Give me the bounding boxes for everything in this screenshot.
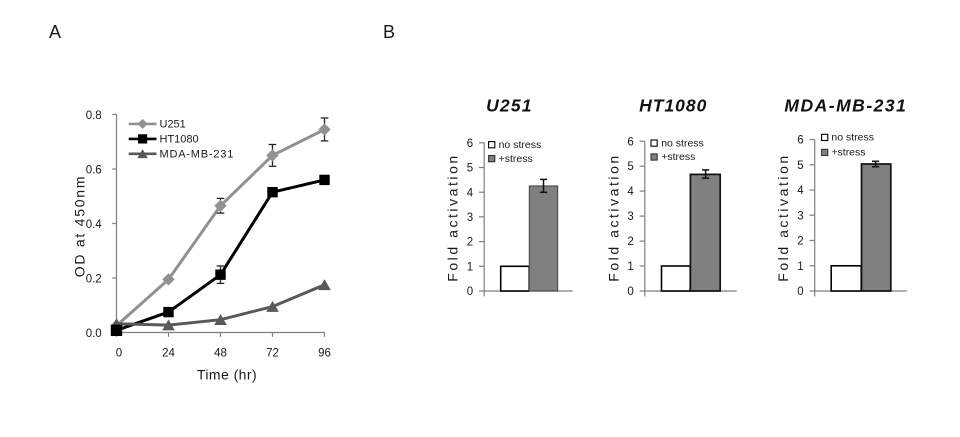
svg-text:2: 2 [467,237,473,249]
svg-text:24: 24 [162,348,175,360]
svg-text:3: 3 [797,210,803,222]
svg-text:4: 4 [467,187,474,199]
svg-text:1: 1 [467,261,473,273]
svg-text:1: 1 [797,261,803,273]
svg-text:no stress: no stress [661,137,704,149]
svg-text:5: 5 [627,161,633,173]
svg-text:0.8: 0.8 [86,110,102,122]
svg-text:96: 96 [318,348,331,360]
svg-text:U251: U251 [160,119,186,131]
svg-text:Fold activation: Fold activation [445,153,461,282]
svg-text:4: 4 [627,186,634,198]
svg-text:2: 2 [627,236,633,248]
svg-text:OD at 450nm: OD at 450nm [72,175,88,278]
svg-text:Fold activation: Fold activation [775,153,791,282]
svg-text:MDA-MB-231: MDA-MB-231 [160,149,235,161]
svg-text:HT1080: HT1080 [160,134,199,146]
svg-text:72: 72 [266,348,279,360]
svg-text:4: 4 [797,185,804,197]
svg-text:6: 6 [627,136,633,148]
svg-text:A: A [49,22,61,42]
svg-text:2: 2 [797,236,803,248]
svg-text:6: 6 [797,135,803,147]
svg-text:Time (hr): Time (hr) [197,367,257,383]
svg-text:Fold activation: Fold activation [605,153,621,282]
svg-text:5: 5 [797,160,803,172]
svg-text:+stress: +stress [831,147,865,159]
svg-text:MDA-MB-231: MDA-MB-231 [784,95,907,115]
svg-text:48: 48 [214,348,227,360]
svg-text:0.0: 0.0 [86,328,102,340]
svg-text:+stress: +stress [661,151,695,163]
svg-text:+stress: +stress [499,153,533,165]
svg-text:1: 1 [627,261,633,273]
svg-text:B: B [383,22,395,42]
svg-text:3: 3 [627,211,633,223]
svg-text:no stress: no stress [499,139,542,151]
svg-text:U251: U251 [486,95,533,115]
svg-text:0: 0 [467,286,473,298]
svg-text:HT1080: HT1080 [639,95,707,115]
svg-text:0.2: 0.2 [86,273,102,285]
svg-text:6: 6 [467,138,473,150]
svg-text:0: 0 [627,286,633,298]
svg-text:0.6: 0.6 [86,164,102,176]
svg-text:0.4: 0.4 [86,219,103,231]
svg-text:no stress: no stress [831,132,874,144]
svg-text:0: 0 [797,286,803,298]
svg-text:0: 0 [116,348,122,360]
svg-text:3: 3 [467,212,473,224]
svg-text:5: 5 [467,163,473,175]
